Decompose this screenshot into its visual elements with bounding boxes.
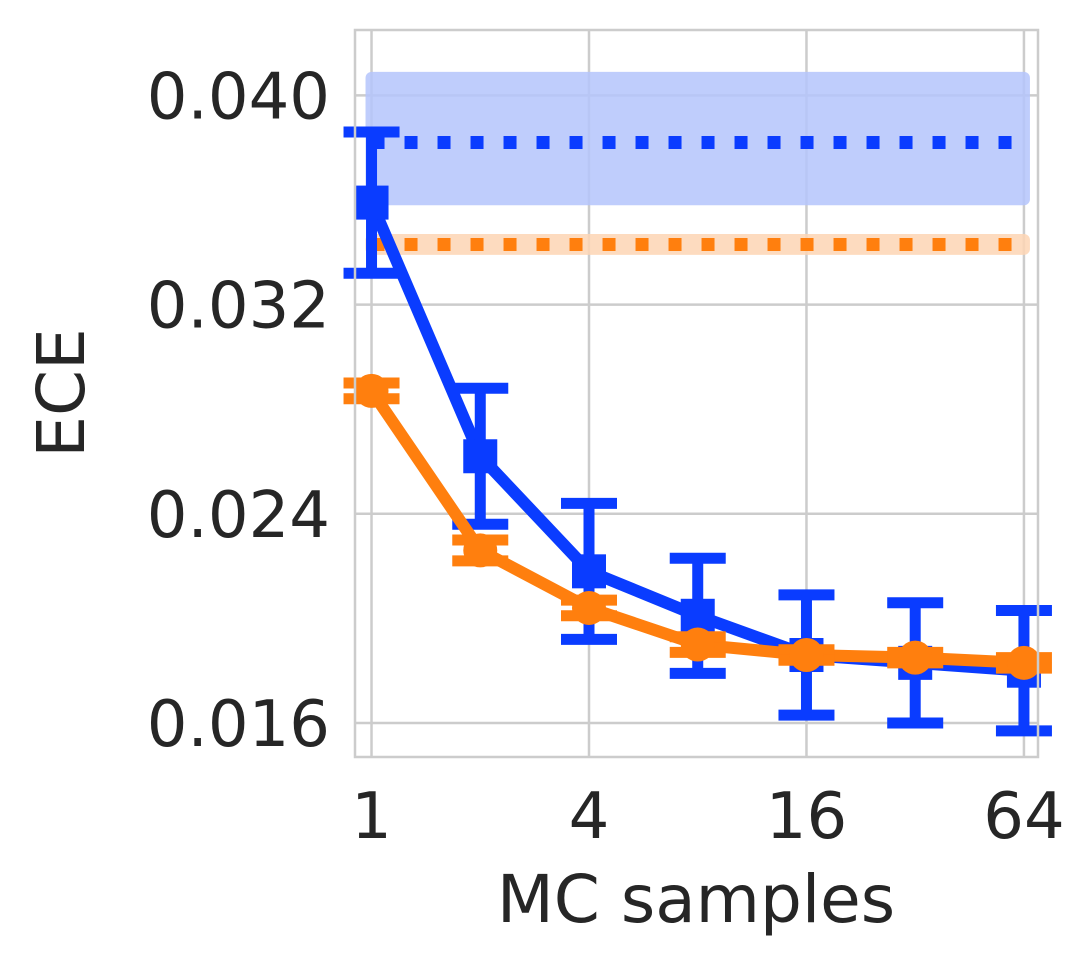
baseline-lines xyxy=(371,135,1024,251)
y-axis-label: ECE xyxy=(23,328,100,458)
x-axis-ticks: 1 4 16 64 xyxy=(351,780,1064,854)
orange-marker xyxy=(354,373,389,408)
baseline-bands xyxy=(365,71,1030,255)
x-tick-label: 64 xyxy=(983,780,1064,854)
data-series xyxy=(343,126,1052,737)
blue-baseline-band xyxy=(365,71,1030,206)
blue-marker xyxy=(354,185,389,220)
x-tick-label: 16 xyxy=(766,780,847,854)
y-axis-ticks: 0.016 0.024 0.032 0.040 xyxy=(147,60,330,762)
plot-frame xyxy=(353,28,1040,759)
orange-marker xyxy=(463,533,498,568)
y-tick-label: 0.040 xyxy=(147,60,330,134)
blue-marker xyxy=(463,439,498,474)
x-tick-label: 1 xyxy=(351,780,392,854)
blue-marker xyxy=(571,554,606,589)
blue-marker xyxy=(680,598,715,633)
y-tick-label: 0.032 xyxy=(147,270,330,344)
orange-marker xyxy=(571,590,606,625)
orange-baseline-band xyxy=(365,233,1030,255)
x-axis-label: MC samples xyxy=(497,861,895,938)
y-tick-label: 0.024 xyxy=(147,479,330,553)
orange-marker xyxy=(789,638,824,673)
orange-marker xyxy=(1006,645,1041,680)
x-tick-label: 4 xyxy=(569,780,610,854)
orange-marker xyxy=(898,640,933,675)
orange-marker xyxy=(680,627,715,662)
y-tick-label: 0.016 xyxy=(147,688,330,762)
